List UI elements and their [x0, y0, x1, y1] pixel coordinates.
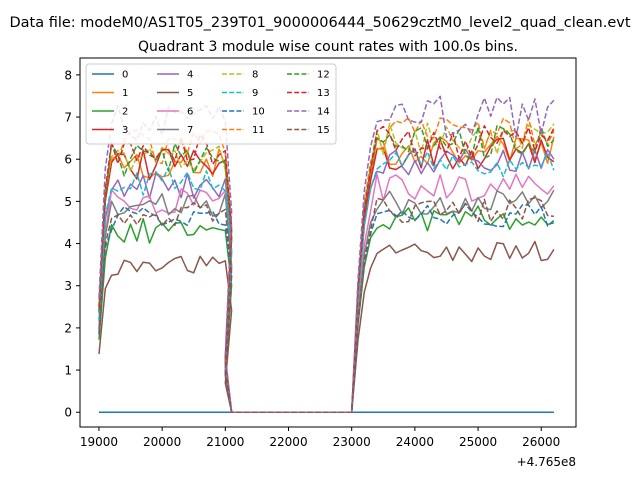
legend-label-15: 15: [317, 125, 330, 136]
x-tick-label: 19000: [80, 435, 118, 449]
y-tick-label: 7: [64, 111, 72, 125]
y-tick-label: 2: [64, 321, 72, 335]
legend-label-12: 12: [317, 70, 330, 81]
legend-label-6: 6: [187, 107, 193, 118]
legend-label-1: 1: [122, 88, 128, 99]
y-tick-label: 6: [64, 153, 72, 167]
legend-label-11: 11: [252, 125, 265, 136]
series-line-11: [98, 116, 555, 413]
legend-label-4: 4: [187, 70, 193, 81]
y-tick-label: 1: [64, 364, 72, 378]
legend-label-10: 10: [252, 107, 265, 118]
legend-label-7: 7: [187, 125, 193, 136]
chart-title: Quadrant 3 module wise count rates with …: [138, 39, 518, 55]
series-line-4: [98, 148, 555, 413]
y-tick-label: 4: [64, 237, 72, 251]
x-tick-label: 25000: [459, 435, 497, 449]
series-line-13: [98, 125, 555, 413]
series-line-1: [98, 135, 555, 413]
file-title: Data file: modeM0/AS1T05_239T01_90000064…: [9, 15, 630, 31]
axes-frame: [79, 57, 577, 428]
series-line-8: [98, 122, 555, 413]
legend-label-14: 14: [317, 107, 330, 118]
y-tick-label: 0: [64, 406, 72, 420]
series-line-5: [98, 240, 555, 413]
x-tick-label: 24000: [396, 435, 434, 449]
x-offset-label: +4.765e8: [517, 455, 576, 469]
legend-label-9: 9: [252, 88, 258, 99]
x-tick-label: 23000: [333, 435, 371, 449]
x-tick-label: 21000: [206, 435, 244, 449]
legend-label-0: 0: [122, 70, 128, 81]
x-tick-label: 26000: [522, 435, 560, 449]
series-line-2: [98, 205, 555, 413]
axis-ticks: 19000 20000 21000 22000 23000 24000 25000 26000…: [64, 68, 560, 449]
series-line-10: [98, 203, 555, 413]
legend-label-8: 8: [252, 70, 258, 81]
x-tick-label: 20000: [143, 435, 181, 449]
y-tick-label: 5: [64, 195, 72, 209]
legend-label-3: 3: [122, 125, 128, 136]
y-tick-label: 8: [64, 68, 72, 82]
legend-label-13: 13: [317, 88, 330, 99]
legend-box: [85, 63, 337, 145]
legend-label-2: 2: [122, 107, 128, 118]
series-line-15: [98, 197, 555, 413]
x-tick-label: 22000: [269, 435, 307, 449]
y-tick-label: 3: [64, 279, 72, 293]
series-line-3: [98, 137, 555, 413]
legend-label-5: 5: [187, 88, 193, 99]
